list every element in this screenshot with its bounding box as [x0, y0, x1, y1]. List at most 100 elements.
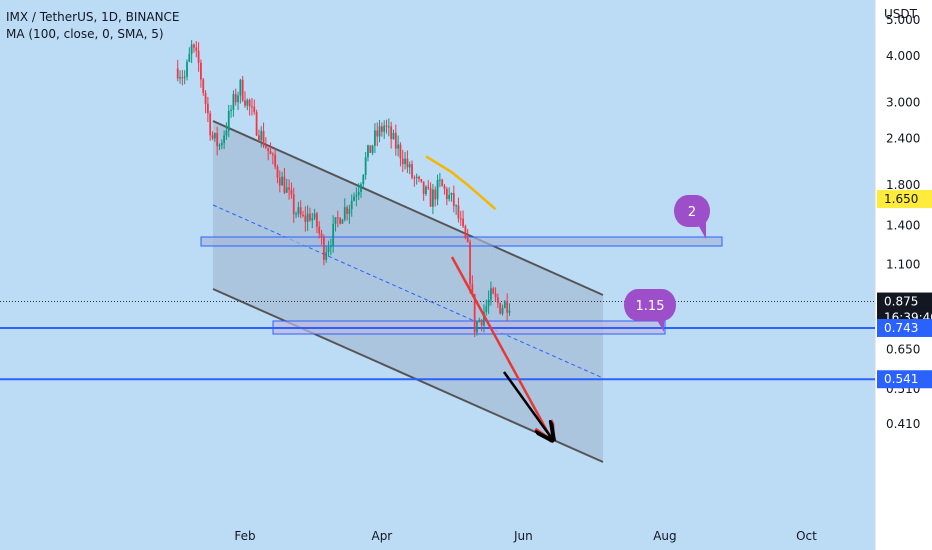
- candle-body: [348, 209, 351, 214]
- candle-body: [271, 154, 274, 156]
- candle-body: [239, 79, 242, 96]
- candle-body: [394, 132, 397, 149]
- time-tick-label: Apr: [371, 529, 392, 543]
- price-label-current-bg: [877, 292, 932, 311]
- candle-body: [429, 188, 432, 207]
- candle-body: [234, 94, 237, 103]
- candle-body: [355, 195, 358, 197]
- candle-body: [204, 92, 207, 104]
- candle-body: [343, 207, 346, 220]
- candle-body: [438, 179, 441, 181]
- candle-body: [432, 189, 434, 207]
- candle-body: [478, 319, 481, 322]
- candle-body: [332, 223, 335, 247]
- candle-body: [487, 299, 490, 307]
- bubble-label-2-text: 2: [688, 205, 696, 220]
- price-axis-unit: USDT: [884, 7, 918, 21]
- candle-body: [306, 213, 309, 222]
- candle-body: [264, 145, 267, 148]
- channel-upper-line: [212, 120, 604, 296]
- candle-body: [193, 44, 195, 48]
- candle-body: [418, 176, 420, 180]
- candle-body: [455, 205, 458, 207]
- indicator-legend: MA (100, close, 0, SMA, 5): [6, 27, 164, 41]
- candle-body: [443, 186, 446, 189]
- candle-body: [274, 154, 277, 167]
- candle-body: [408, 164, 411, 168]
- candle-body: [179, 77, 181, 79]
- candle-body: [422, 181, 425, 194]
- candle-body: [190, 44, 193, 54]
- candle-body: [399, 144, 402, 159]
- candle-body: [276, 166, 279, 178]
- candle-body: [176, 68, 179, 79]
- candle-body: [339, 218, 342, 224]
- candle-body: [436, 179, 439, 200]
- candle-body: [281, 176, 284, 186]
- candle-body: [369, 145, 372, 153]
- candle-body: [297, 207, 300, 214]
- candle-body: [288, 187, 290, 190]
- candle-body: [360, 184, 362, 192]
- candle-body: [420, 179, 423, 182]
- candle-body: [457, 205, 460, 219]
- candle-body: [425, 186, 427, 194]
- candle-body: [471, 284, 474, 295]
- candle-body: [406, 158, 409, 168]
- candle-body: [260, 130, 263, 141]
- candle-body: [313, 213, 316, 219]
- price-label-support-0541-bg: [877, 370, 932, 389]
- price-label-current: 0.875: [884, 295, 918, 309]
- candle-body: [473, 294, 476, 333]
- candle-body: [283, 176, 286, 193]
- candle-body: [413, 177, 416, 179]
- price-scale-bg: [875, 0, 932, 550]
- price-label-support-0743: 0.743: [884, 321, 918, 335]
- candle-body: [383, 125, 386, 132]
- candle-body: [316, 213, 318, 227]
- candle-body: [427, 186, 430, 189]
- candle-body: [248, 99, 251, 107]
- candle-body: [258, 135, 260, 141]
- candle-body: [469, 242, 471, 285]
- candle-body: [246, 99, 249, 106]
- candle-body: [341, 219, 344, 224]
- price-tick-label: 0.410: [886, 417, 920, 431]
- candle-body: [380, 126, 383, 132]
- candle-body: [480, 319, 483, 326]
- candle-body: [216, 133, 219, 147]
- price-label-support-0541: 0.541: [884, 372, 918, 386]
- candle-body: [496, 297, 499, 304]
- candle-body: [325, 252, 328, 260]
- candle-body: [346, 207, 348, 214]
- candle-body: [320, 233, 323, 238]
- time-tick-label: Oct: [796, 529, 817, 543]
- candle-body: [213, 133, 216, 139]
- candle-body: [241, 79, 244, 101]
- candle-body: [390, 126, 393, 140]
- candle-body: [290, 189, 293, 195]
- time-tick-label: Jun: [513, 529, 533, 543]
- candle-body: [311, 218, 314, 221]
- candle-body: [450, 193, 453, 195]
- candle-body: [206, 103, 209, 114]
- candle-body: [227, 110, 230, 131]
- candle-body: [452, 193, 455, 206]
- price-label-support-0743-bg: [877, 318, 932, 337]
- candle-body: [362, 174, 365, 185]
- candle-body: [232, 94, 235, 110]
- candle-body: [237, 95, 239, 103]
- candle-body: [385, 125, 388, 127]
- candle-body: [441, 179, 444, 187]
- candle-body: [492, 288, 495, 294]
- candle-body: [318, 226, 321, 234]
- price-tick-label: 1.100: [886, 258, 920, 272]
- resistance-zone-2: [200, 236, 723, 247]
- candle-body: [462, 218, 464, 227]
- red-projection-arrow: [450, 256, 552, 440]
- candle-body: [327, 247, 330, 253]
- candle-body: [251, 106, 253, 108]
- candle-body: [230, 109, 232, 111]
